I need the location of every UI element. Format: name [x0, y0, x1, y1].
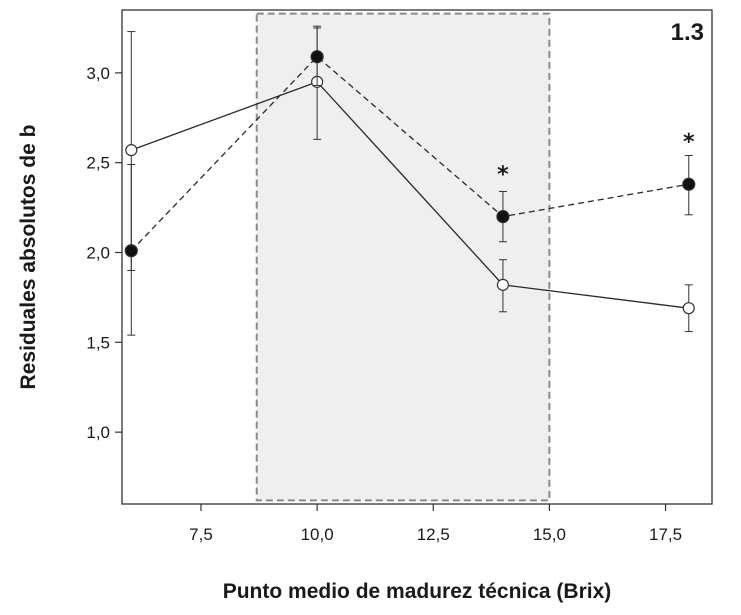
panel-label: 1.3: [671, 19, 704, 46]
data-point: [496, 278, 510, 291]
series-line: [131, 81, 689, 309]
data-point: [310, 50, 324, 64]
axis-ticks: 7,5 10,0 12,5 15,0 17,5 1,0 1,5 2,0 2,5 3,0: [86, 64, 682, 544]
y-tick-label: 2,5: [86, 154, 110, 173]
significance-marker: *: [683, 130, 695, 155]
x-axis-title: Punto medio de madurez técnica (Brix): [223, 580, 612, 603]
x-tick-label: 10,0: [301, 525, 334, 544]
x-tick-label: 12,5: [417, 525, 450, 544]
annotation-layer: **: [497, 130, 695, 187]
significance-marker: *: [497, 162, 509, 187]
y-tick-label: 1,0: [86, 423, 110, 442]
data-point: [124, 244, 138, 258]
x-tick-label: 17,5: [649, 525, 682, 544]
data-point: [125, 144, 138, 157]
data-point: [682, 302, 695, 315]
y-tick-label: 3,0: [86, 64, 110, 83]
series-layer: [124, 25, 696, 336]
data-point: [496, 209, 510, 224]
series-filled-circle: [124, 27, 696, 336]
series-line: [130, 55, 689, 252]
data-point: [682, 177, 696, 191]
x-tick-label: 15,0: [533, 525, 566, 544]
y-tick-label: 1,5: [86, 333, 110, 352]
highlight-region-layer: [255, 12, 551, 502]
x-tick-label: 7,5: [189, 525, 213, 544]
highlight-region: [255, 12, 551, 502]
y-axis-title: Residuales absolutos de b: [17, 125, 40, 390]
y-tick-label: 2,0: [86, 244, 110, 263]
plot-frame: [121, 9, 713, 505]
series-open-circle: [125, 25, 695, 333]
